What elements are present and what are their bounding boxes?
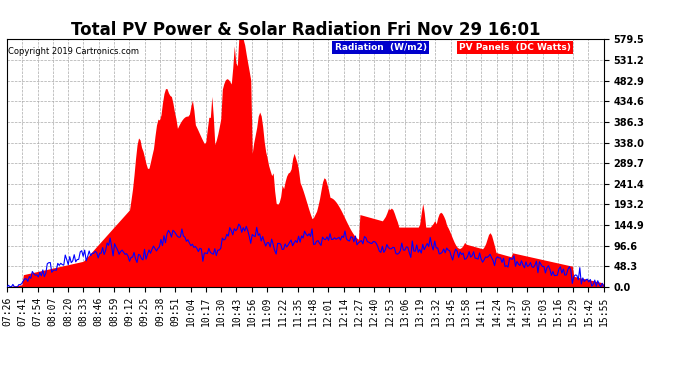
Text: PV Panels  (DC Watts): PV Panels (DC Watts) xyxy=(459,43,571,52)
Title: Total PV Power & Solar Radiation Fri Nov 29 16:01: Total PV Power & Solar Radiation Fri Nov… xyxy=(70,21,540,39)
Text: Copyright 2019 Cartronics.com: Copyright 2019 Cartronics.com xyxy=(8,47,139,56)
Text: Radiation  (W/m2): Radiation (W/m2) xyxy=(335,43,426,52)
